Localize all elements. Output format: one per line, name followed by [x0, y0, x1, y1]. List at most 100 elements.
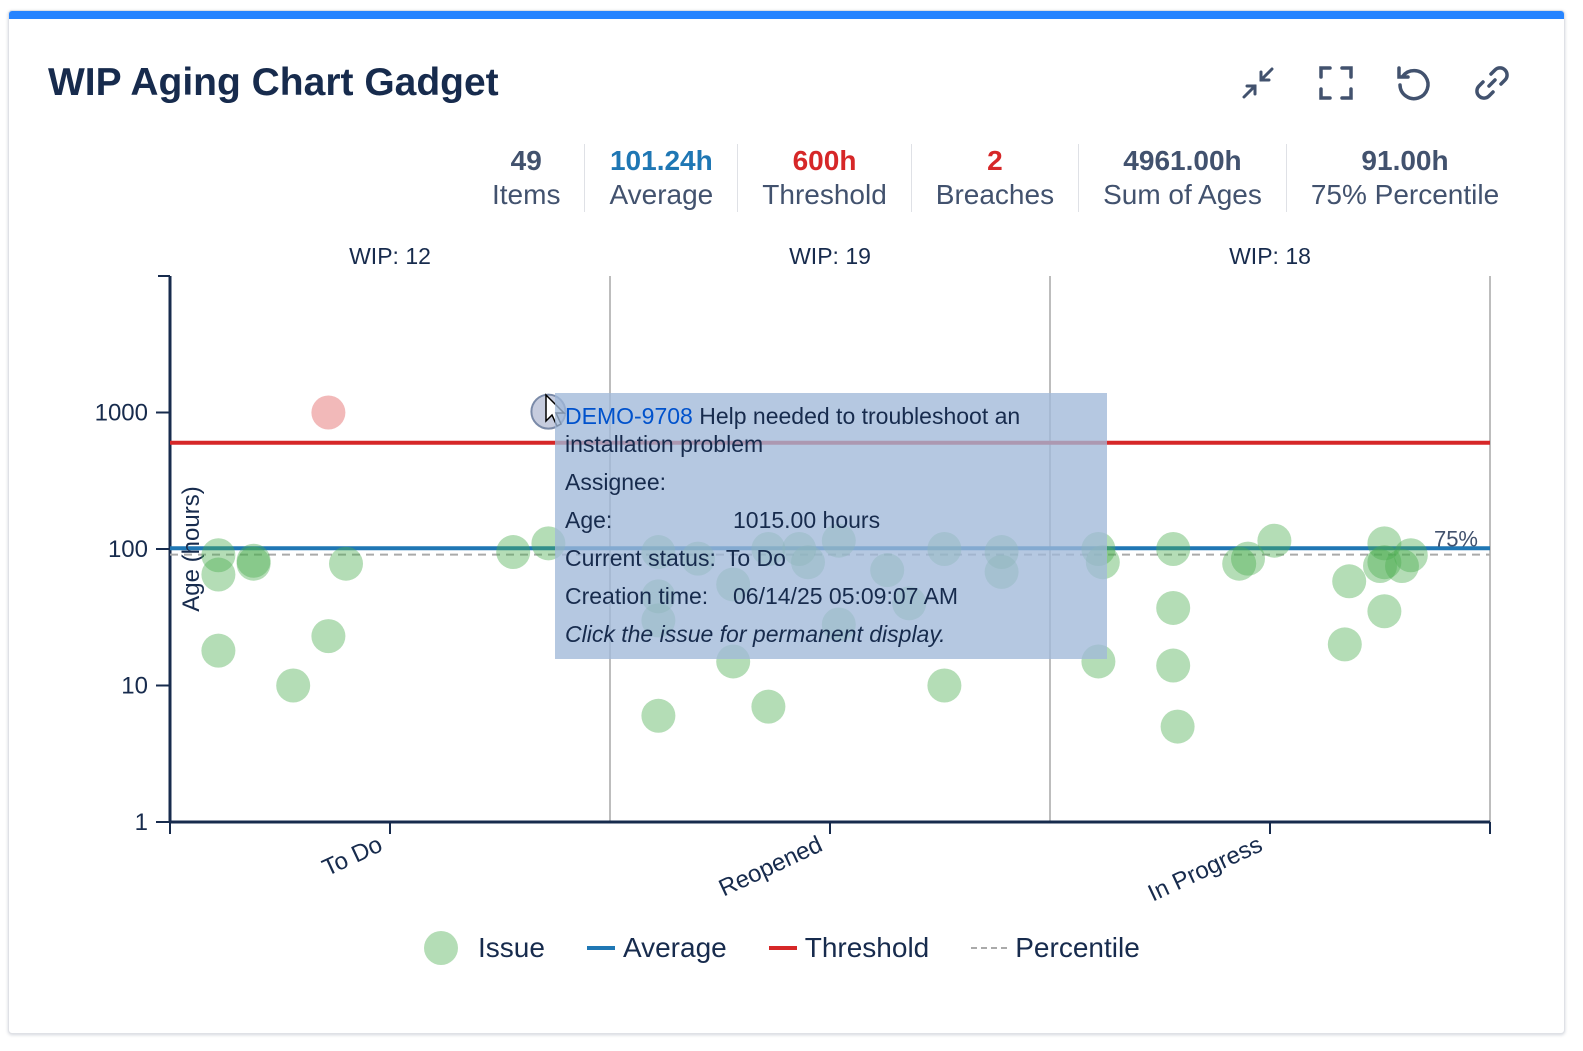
fullscreen-button[interactable] — [1314, 61, 1358, 105]
breach-issue-point[interactable] — [311, 395, 346, 430]
issue-point[interactable] — [311, 619, 346, 654]
fullscreen-icon — [1319, 66, 1353, 100]
legend-average[interactable]: Average — [586, 932, 727, 964]
legend-percentile-marker — [971, 947, 1008, 949]
stat-label: Breaches — [935, 179, 1055, 210]
gadget-card: WIP Aging Chart Gadget 49 Items — [8, 10, 1565, 1034]
percentile-label: 75% — [1434, 527, 1478, 552]
issue-point[interactable] — [641, 698, 676, 733]
stat-value: 600h — [792, 145, 857, 176]
status-label: Current status: — [565, 545, 716, 571]
issue-point[interactable] — [201, 557, 236, 592]
chart-legend: Issue Average Threshold Percentile — [424, 931, 1182, 965]
stat-label: Average — [609, 179, 714, 210]
stat-label: Sum of Ages — [1103, 179, 1262, 210]
age-value: 1015.00 hours — [733, 507, 881, 533]
stat-breaches: 2 Breaches — [910, 144, 1078, 212]
issue-summary-cont: installation problem — [565, 431, 764, 457]
gadget-title: WIP Aging Chart Gadget — [48, 61, 499, 104]
stat-value: 49 — [510, 145, 542, 176]
stat-items: 49 Items — [468, 144, 584, 212]
tooltip-age: Age: 1015.00 hours — [565, 507, 880, 534]
legend-threshold-label: Threshold — [804, 932, 930, 963]
x-tick-label: In Progress — [1144, 831, 1267, 907]
wip-label: WIP: 18 — [1229, 243, 1311, 269]
stat-value: 91.00h — [1361, 145, 1449, 176]
issue-point[interactable] — [1222, 546, 1257, 581]
issue-key-link[interactable]: DEMO-9708 — [565, 403, 693, 429]
issue-point[interactable] — [496, 535, 531, 570]
stat-value: 101.24h — [609, 145, 713, 176]
issue-point[interactable] — [1231, 541, 1265, 576]
refresh-button[interactable] — [1392, 61, 1436, 105]
stat-value: 4961.00h — [1123, 145, 1242, 176]
refresh-icon — [1397, 66, 1430, 101]
summary-stats: 49 Items 101.24h Average 600h Threshold … — [468, 144, 1523, 212]
issue-point[interactable] — [201, 633, 236, 668]
issue-point[interactable] — [751, 689, 786, 724]
legend-average-label: Average — [622, 932, 727, 963]
issue-point[interactable] — [1156, 648, 1191, 683]
assignee-label: Assignee: — [565, 469, 667, 495]
issue-point[interactable] — [1367, 526, 1402, 561]
legend-threshold-marker — [768, 946, 797, 950]
minimize-button[interactable] — [1236, 61, 1280, 105]
tooltip-title: DEMO-9708 Help needed to troubleshoot an — [565, 403, 1020, 430]
minimize-icon — [1242, 67, 1274, 99]
wip-label: WIP: 19 — [789, 243, 871, 269]
issue-summary: Help needed to troubleshoot an — [699, 403, 1021, 429]
legend-percentile-label: Percentile — [1015, 932, 1140, 963]
y-tick-label: 1000 — [95, 400, 148, 427]
status-value: To Do — [725, 545, 786, 571]
x-tick-label: To Do — [318, 831, 386, 882]
wip-label: WIP: 12 — [349, 243, 431, 269]
issue-tooltip: DEMO-9708 Help needed to troubleshoot an… — [555, 393, 1107, 659]
issue-point[interactable] — [236, 543, 271, 578]
issue-point[interactable] — [1160, 709, 1195, 744]
tooltip-hint: Click the issue for permanent display. — [565, 621, 946, 647]
created-label: Creation time: — [565, 583, 709, 609]
stat-label: 75% Percentile — [1310, 179, 1500, 210]
link-button[interactable] — [1470, 61, 1514, 105]
stat-percentile: 91.00h 75% Percentile — [1285, 144, 1523, 212]
tooltip-created: Creation time: 06/14/25 05:09:07 AM — [565, 583, 958, 610]
gadget-actions — [1236, 61, 1514, 105]
issue-point[interactable] — [1257, 523, 1292, 558]
issue-point[interactable] — [276, 668, 311, 703]
issue-point[interactable] — [1156, 532, 1191, 566]
tooltip-status: Current status: To Do — [565, 545, 786, 572]
y-tick-label: 10 — [121, 673, 148, 700]
tooltip-assignee: Assignee: — [565, 469, 733, 496]
created-value: 06/14/25 05:09:07 AM — [733, 583, 959, 609]
issue-point[interactable] — [1327, 627, 1362, 662]
issue-point[interactable] — [927, 668, 962, 703]
issue-point[interactable] — [1393, 538, 1428, 573]
legend-percentile[interactable]: Percentile — [971, 932, 1140, 964]
link-icon — [1475, 66, 1509, 100]
stat-label: Threshold — [762, 179, 887, 210]
stat-value: 2 — [987, 145, 1003, 176]
issue-point[interactable] — [1367, 545, 1402, 580]
issue-point[interactable] — [1363, 549, 1397, 584]
age-label: Age: — [565, 507, 613, 533]
issue-point[interactable] — [1332, 564, 1367, 599]
issue-point[interactable] — [1156, 590, 1191, 625]
legend-issue[interactable]: Issue — [424, 931, 545, 965]
x-tick-label: Reopened — [715, 831, 827, 902]
stat-label: Items — [492, 179, 561, 210]
issue-point[interactable] — [201, 538, 236, 573]
issue-point[interactable] — [1385, 549, 1419, 584]
stat-threshold: 600h Threshold — [737, 144, 911, 212]
stat-sum-of-ages: 4961.00h Sum of Ages — [1078, 144, 1286, 212]
issue-point[interactable] — [329, 546, 363, 581]
y-tick-label: 1 — [135, 809, 148, 836]
legend-threshold[interactable]: Threshold — [768, 932, 930, 964]
issue-point[interactable] — [1367, 594, 1402, 629]
legend-average-marker — [586, 946, 615, 950]
legend-issue-marker — [424, 931, 458, 965]
gadget-top-bar — [9, 11, 1564, 19]
y-tick-label: 100 — [108, 536, 148, 563]
stat-average: 101.24h Average — [584, 144, 737, 212]
issue-point[interactable] — [236, 546, 271, 581]
legend-issue-label: Issue — [478, 932, 545, 963]
